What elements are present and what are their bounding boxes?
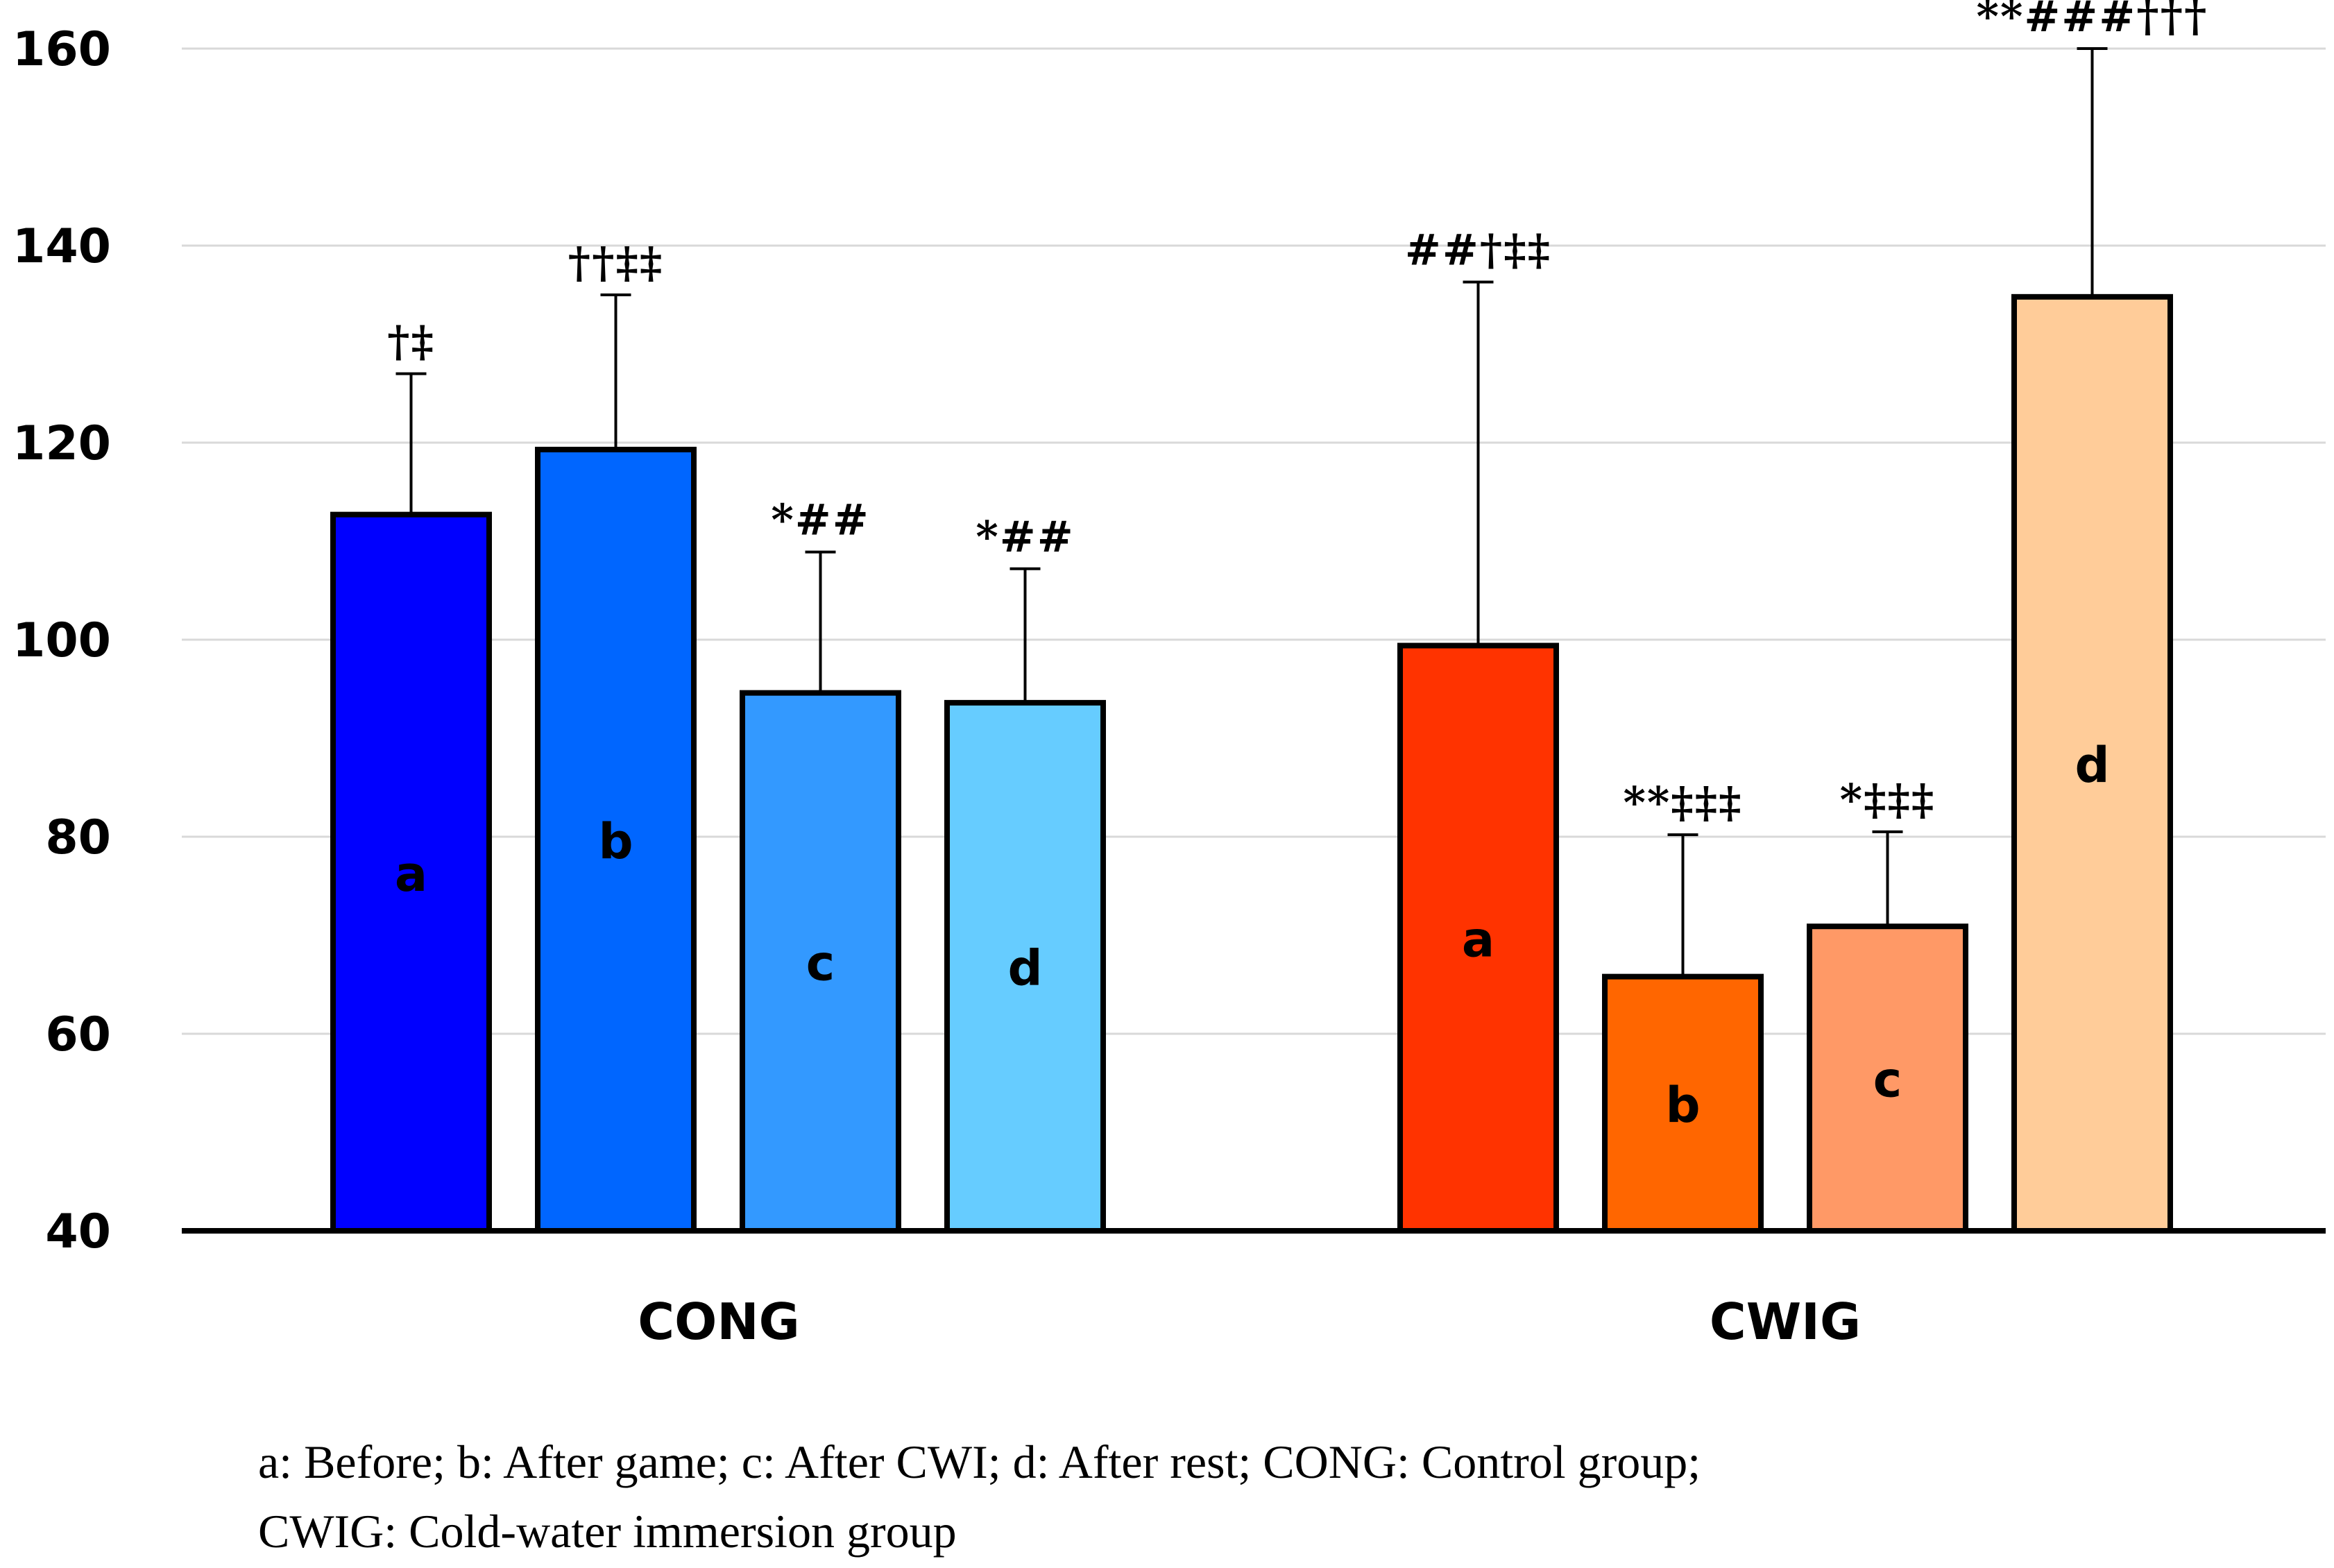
bar-cwig-b <box>1602 973 1764 1234</box>
bar-cwig-a <box>1397 642 1559 1234</box>
y-tick-label: 160 <box>12 22 111 77</box>
bar-label: b <box>1665 1077 1700 1134</box>
bar-label: a <box>1462 911 1494 968</box>
bar-cong-a <box>330 511 492 1234</box>
y-tick-label: 60 <box>45 1007 111 1062</box>
y-tick-label: 100 <box>12 613 111 668</box>
bars: a †‡ b ††‡‡ c *## d *## a ##†‡‡ b **‡‡‡ c *‡‡‡ d **###†… <box>330 0 2208 1234</box>
bar-label: d <box>1007 939 1042 996</box>
significance-annotation: *‡‡‡ <box>1840 774 1936 825</box>
y-tick-label: 120 <box>12 416 111 471</box>
significance-annotation: ##†‡‡ <box>1405 225 1551 275</box>
bar-cwig-d <box>2011 293 2173 1234</box>
significance-annotation: *## <box>976 511 1074 562</box>
y-axis-ticks: 40 60 80 100 120 140 160 <box>12 22 111 1259</box>
group-label-cwig: CWIG <box>1710 1293 1861 1351</box>
bar-cwig-c <box>1807 923 1968 1234</box>
bar-chart: 40 60 80 100 120 140 160 a †‡ b ††‡‡ c *## d *## a ##†‡… <box>12 0 2326 1351</box>
bar-cong-d <box>944 699 1106 1234</box>
bar-label: d <box>2075 737 2109 794</box>
bar-label: a <box>395 846 427 903</box>
bar-cong-b <box>535 446 697 1234</box>
y-tick-label: 140 <box>12 219 111 274</box>
significance-annotation: ††‡‡ <box>568 237 664 288</box>
significance-annotation: †‡ <box>387 316 435 367</box>
significance-annotation: **###††† <box>1977 0 2208 42</box>
caption-line-2: CWIG: Cold-water immersion group <box>258 1505 957 1558</box>
bar-label: c <box>1873 1052 1902 1109</box>
y-tick-label: 40 <box>45 1204 111 1259</box>
y-tick-label: 80 <box>45 810 111 865</box>
significance-annotation: *## <box>771 495 869 545</box>
caption-line-1: a: Before; b: After game; c: After CWI; … <box>258 1435 1701 1488</box>
bar-label: c <box>806 935 835 991</box>
bar-label: b <box>598 813 633 870</box>
significance-annotation: **‡‡‡ <box>1623 777 1742 828</box>
group-labels: CONG CWIG <box>638 1293 1861 1351</box>
gridlines <box>182 47 2326 1035</box>
group-label-cong: CONG <box>638 1293 799 1351</box>
